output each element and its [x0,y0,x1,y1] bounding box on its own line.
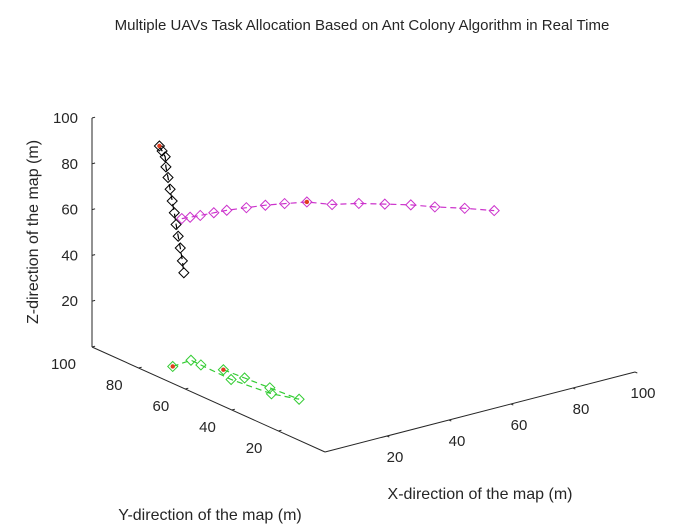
series-path [158,145,185,273]
x-axis-line [324,371,636,453]
diamond-marker [459,202,471,215]
series-1 [153,140,190,279]
y-tick-mark [278,429,282,432]
series-layer [153,140,500,405]
x-tick-mark [448,419,452,422]
diamond-marker [168,207,181,219]
diamond-marker [488,204,500,217]
z-tick-mark [91,162,96,165]
chart-title: Multiple UAVs Task Allocation Based on A… [115,17,610,34]
highlight-marker [221,367,226,372]
diamond-marker [240,201,253,214]
x-tick-mark [634,371,638,374]
diamond-marker [353,197,365,210]
diamond-marker [167,360,179,373]
diamond-marker [162,171,174,184]
diamond-marker [174,242,186,254]
y-tick-mark [138,366,142,369]
y-tick-mark [231,408,236,411]
z-tick-mark [91,254,96,256]
tick-labels: 20 40 60 80 100 20 40 60 80 100 20 40 60 80 100 [51,110,656,466]
z-tick-label: 20 [61,293,78,310]
diamond-marker [164,183,176,195]
x-tick-label: 80 [573,401,590,418]
diamond-marker [176,255,189,267]
diamond-marker [264,382,276,394]
x-tick-label: 100 [630,385,655,402]
z-tick-label: 40 [61,247,78,264]
x-tick-mark [572,387,576,390]
z-tick-mark [91,299,96,302]
highlight-marker [304,199,310,205]
diamond-marker [379,198,391,210]
diamond-marker [159,151,171,163]
y-tick-label: 60 [153,398,170,415]
y-axis-label: Y-direction of the map (m) [118,507,301,524]
diamond-marker [429,201,441,213]
diamond-marker [293,393,305,405]
y-axis-line [91,346,326,453]
highlight-marker [170,364,175,369]
diamond-marker [178,267,190,279]
axes-frame [91,118,636,453]
diamond-marker [265,388,278,400]
x-tick-label: 40 [449,433,466,450]
z-tick-mark [91,208,96,211]
z-axis-label: Z-direction of the map (m) [25,140,42,324]
z-tick-label: 100 [53,110,78,127]
series-2 [176,196,500,225]
diamond-marker [156,145,168,157]
diamond-marker [217,364,230,376]
x-tick-mark [510,403,514,406]
diamond-marker [208,207,220,219]
diamond-marker [238,372,251,384]
z-tick-mark [91,116,96,119]
diamond-marker [221,204,233,216]
y-tick-mark [185,387,189,390]
y-tick-label: 40 [199,419,216,436]
x-tick-mark [386,435,390,438]
series-3 [167,354,305,405]
x-tick-label: 20 [387,449,404,466]
z-tick-label: 60 [61,202,78,219]
series-path [181,201,495,220]
diamond-marker [278,197,291,210]
y-tick-mark [91,345,96,348]
diamond-marker [153,140,166,152]
x-axis-label: X-direction of the map (m) [388,486,573,503]
diamond-marker [170,218,182,231]
diamond-marker [172,230,184,242]
diamond-marker [194,209,206,222]
highlight-marker [157,143,162,149]
diamond-marker [160,161,172,173]
diamond-marker [301,196,313,208]
y-tick-label: 80 [106,377,123,394]
diamond-marker [166,195,178,207]
tick-marks [91,116,638,438]
diamond-marker [259,199,272,211]
diamond-marker [405,199,417,211]
diamond-marker [185,354,197,366]
z-tick-label: 80 [61,156,78,173]
diamond-marker [184,211,196,223]
diamond-marker [326,198,338,211]
diamond-marker [195,359,207,371]
y-tick-label: 100 [51,356,76,373]
x-tick-label: 60 [511,417,528,434]
diamond-marker [225,373,237,386]
y-tick-label: 20 [246,440,263,457]
